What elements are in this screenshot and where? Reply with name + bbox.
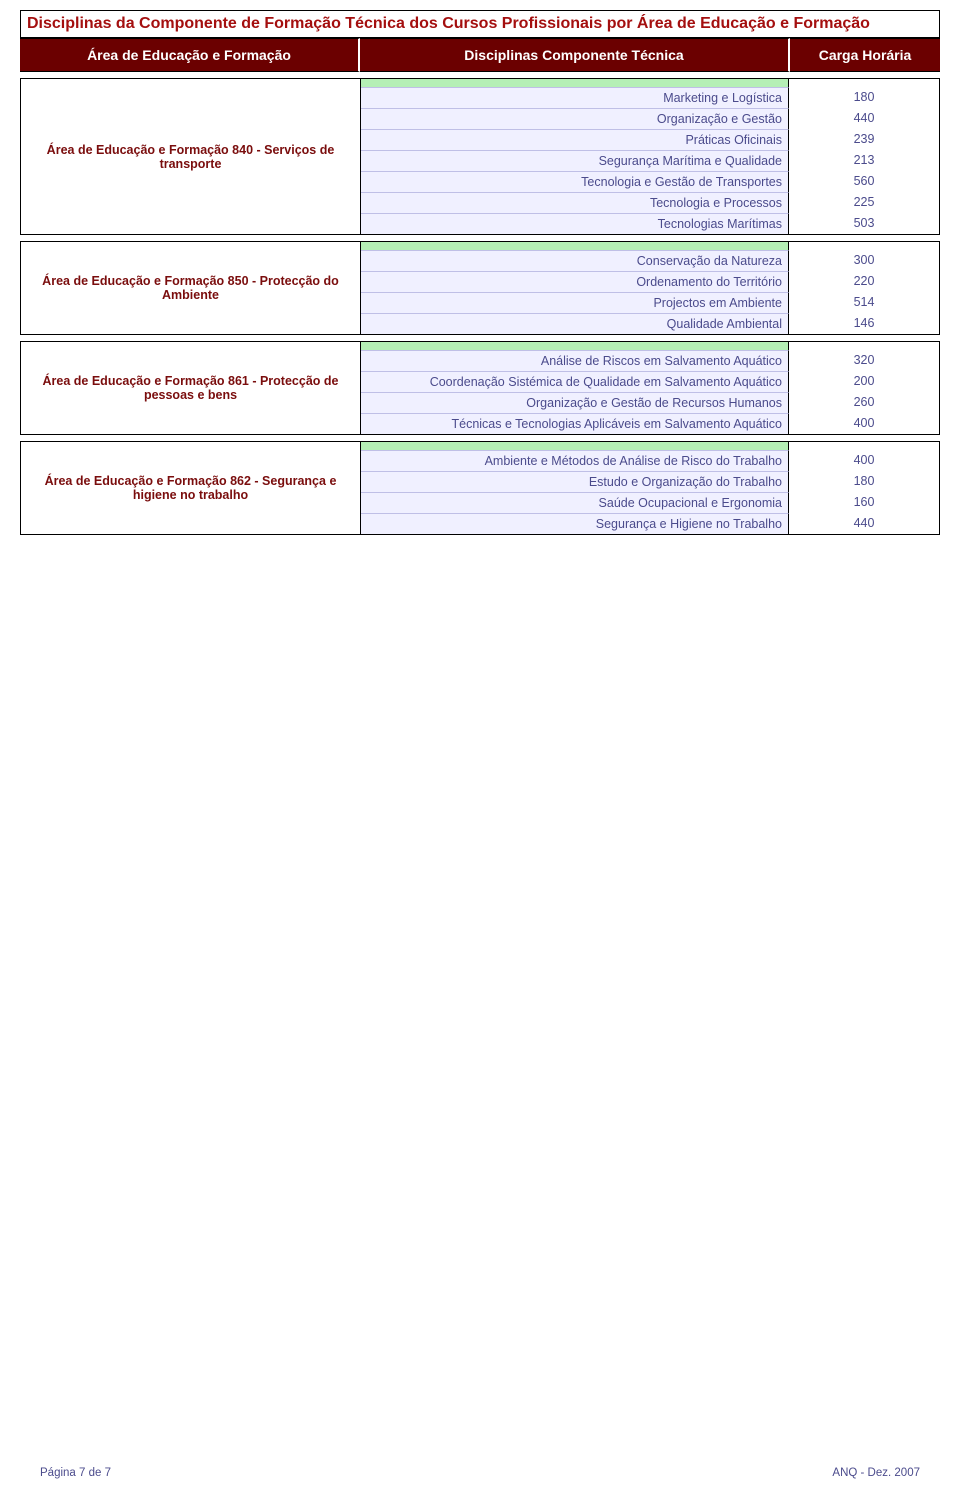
section: Área de Educação e Formação 861 - Protec… [20,341,940,435]
discipline-cell: Segurança Marítima e Qualidade [361,150,789,171]
table-row: Análise de Riscos em Salvamento Aquático… [361,350,939,371]
header-area: Área de Educação e Formação [20,38,360,72]
hours-cell: 200 [789,371,939,392]
hours-cell: 239 [789,129,939,150]
footer-right: ANQ - Dez. 2007 [832,1467,920,1479]
discipline-cell: Tecnologia e Processos [361,192,789,213]
area-label: Área de Educação e Formação 861 - Protec… [21,342,361,434]
hours-cell: 300 [789,250,939,271]
table-row: Segurança Marítima e Qualidade213 [361,150,939,171]
area-label: Área de Educação e Formação 840 - Serviç… [21,79,361,234]
table-row: Marketing e Logística180 [361,87,939,108]
hours-cell: 225 [789,192,939,213]
table-row: Tecnologias Marítimas503 [361,213,939,234]
discipline-cell: Organização e Gestão de Recursos Humanos [361,392,789,413]
footer-page: Página 7 de 7 [40,1467,111,1479]
discipline-cell: Segurança e Higiene no Trabalho [361,513,789,534]
hours-cell: 440 [789,513,939,534]
header-disc: Disciplinas Componente Técnica [360,38,790,72]
hours-cell: 320 [789,350,939,371]
discipline-cell: Análise de Riscos em Salvamento Aquático [361,350,789,371]
hours-cell: 440 [789,108,939,129]
hours-cell: 400 [789,413,939,434]
discipline-cell: Projectos em Ambiente [361,292,789,313]
hours-cell: 503 [789,213,939,234]
table-row: Qualidade Ambiental146 [361,313,939,334]
table-row: Estudo e Organização do Trabalho180 [361,471,939,492]
table-row: Organização e Gestão de Recursos Humanos… [361,392,939,413]
table-row: Organização e Gestão440 [361,108,939,129]
discipline-cell: Conservação da Natureza [361,250,789,271]
discipline-cell: Tecnologias Marítimas [361,213,789,234]
table-row: Tecnologia e Gestão de Transportes560 [361,171,939,192]
hours-cell: 180 [789,471,939,492]
discipline-cell: Marketing e Logística [361,87,789,108]
hours-cell: 146 [789,313,939,334]
table-row: Conservação da Natureza300 [361,250,939,271]
hours-cell: 213 [789,150,939,171]
table-row: Ambiente e Métodos de Análise de Risco d… [361,450,939,471]
table-row: Técnicas e Tecnologias Aplicáveis em Sal… [361,413,939,434]
area-label: Área de Educação e Formação 850 - Protec… [21,242,361,334]
table-row: Segurança e Higiene no Trabalho440 [361,513,939,534]
discipline-cell: Tecnologia e Gestão de Transportes [361,171,789,192]
discipline-cell: Qualidade Ambiental [361,313,789,334]
discipline-cell: Ambiente e Métodos de Análise de Risco d… [361,450,789,471]
discipline-cell: Saúde Ocupacional e Ergonomia [361,492,789,513]
discipline-cell: Práticas Oficinais [361,129,789,150]
table-row: Práticas Oficinais239 [361,129,939,150]
hours-cell: 560 [789,171,939,192]
table-row: Tecnologia e Processos225 [361,192,939,213]
area-label: Área de Educação e Formação 862 - Segura… [21,442,361,534]
table-row: Ordenamento do Território220 [361,271,939,292]
hours-cell: 260 [789,392,939,413]
section: Área de Educação e Formação 840 - Serviç… [20,78,940,235]
header-carga: Carga Horária [790,38,940,72]
discipline-cell: Organização e Gestão [361,108,789,129]
discipline-cell: Estudo e Organização do Trabalho [361,471,789,492]
table-row: Coordenação Sistémica de Qualidade em Sa… [361,371,939,392]
table-row: Projectos em Ambiente514 [361,292,939,313]
hours-cell: 400 [789,450,939,471]
hours-cell: 220 [789,271,939,292]
table-row: Saúde Ocupacional e Ergonomia160 [361,492,939,513]
section: Área de Educação e Formação 850 - Protec… [20,241,940,335]
discipline-cell: Técnicas e Tecnologias Aplicáveis em Sal… [361,413,789,434]
section: Área de Educação e Formação 862 - Segura… [20,441,940,535]
table-header: Área de Educação e Formação Disciplinas … [20,38,940,72]
hours-cell: 180 [789,87,939,108]
page-footer: Página 7 de 7 ANQ - Dez. 2007 [0,1467,960,1479]
hours-cell: 160 [789,492,939,513]
discipline-cell: Coordenação Sistémica de Qualidade em Sa… [361,371,789,392]
hours-cell: 514 [789,292,939,313]
page-title: Disciplinas da Componente de Formação Té… [20,10,940,38]
discipline-cell: Ordenamento do Território [361,271,789,292]
